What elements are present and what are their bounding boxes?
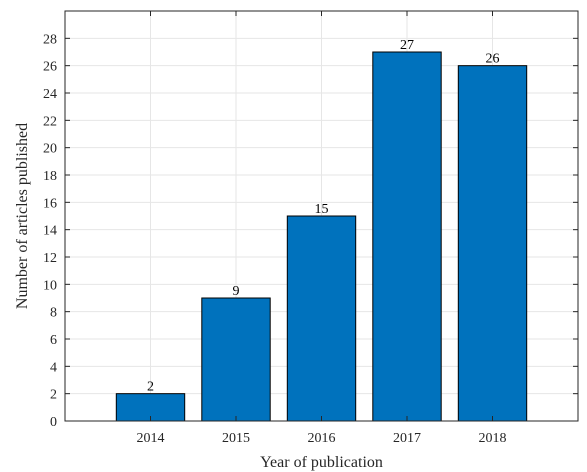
data-label-2018: 26: [486, 52, 500, 67]
y-tick-label: 22: [43, 114, 57, 129]
bars: [115, 51, 528, 422]
y-tick-label: 20: [43, 142, 57, 157]
bar-2016: [286, 215, 357, 422]
y-tick-label: 26: [43, 60, 57, 75]
y-tick-label: 8: [50, 306, 57, 321]
y-tick-label: 12: [43, 251, 57, 266]
y-tick-label: 28: [43, 32, 57, 47]
x-tick-label-2016: 2016: [308, 431, 336, 446]
y-tick-label: 0: [50, 415, 57, 430]
data-label-2016: 15: [315, 202, 329, 217]
x-tick-label-2017: 2017: [393, 431, 421, 446]
data-label-2015: 9: [233, 284, 240, 299]
y-tick-label: 10: [43, 278, 57, 293]
y-tick-label: 6: [50, 333, 57, 348]
x-tick-label-2014: 2014: [137, 431, 165, 446]
bar-2015: [201, 297, 271, 422]
y-tick-label: 14: [43, 224, 57, 239]
y-tick-label: 16: [43, 196, 57, 211]
x-axis-ticks: 2014 2015 2016 2017 2018: [137, 11, 507, 446]
data-labels: 2 9 15 27 26: [147, 38, 500, 395]
y-tick-label: 2: [50, 388, 57, 403]
x-axis-title: Year of publication: [260, 454, 383, 471]
y-tick-label: 24: [43, 87, 57, 102]
y-axis-title: Number of articles published: [14, 123, 31, 309]
y-tick-label: 4: [50, 360, 57, 375]
x-tick-label-2015: 2015: [222, 431, 250, 446]
y-tick-label: 18: [43, 169, 57, 184]
bar-2017: [372, 51, 442, 422]
data-label-2014: 2: [147, 380, 154, 395]
x-tick-label-2018: 2018: [479, 431, 507, 446]
data-label-2017: 27: [400, 38, 414, 53]
bar-2018: [457, 65, 528, 422]
